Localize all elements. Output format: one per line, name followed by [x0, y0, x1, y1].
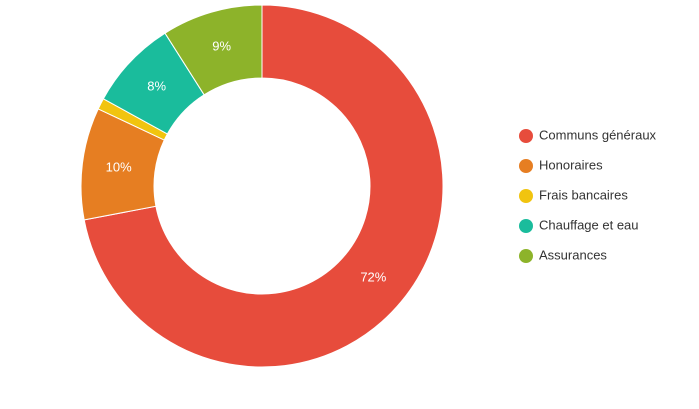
legend-swatch[interactable] [519, 249, 533, 263]
value-label: 9% [212, 39, 231, 54]
value-label: 10% [106, 159, 132, 174]
legend-swatch[interactable] [519, 159, 533, 173]
legend-label[interactable]: Communs généraux [539, 127, 657, 142]
slice [83, 4, 444, 368]
value-label: 72% [360, 270, 386, 285]
legend-swatch[interactable] [519, 219, 533, 233]
legend-label[interactable]: Assurances [539, 247, 607, 262]
legend-swatch[interactable] [519, 189, 533, 203]
legend-label[interactable]: Honoraires [539, 157, 603, 172]
value-label: 8% [147, 79, 166, 94]
legend-label[interactable]: Frais bancaires [539, 187, 628, 202]
legend-label[interactable]: Chauffage et eau [539, 217, 639, 232]
legend-swatch[interactable] [519, 129, 533, 143]
slice [164, 4, 263, 96]
